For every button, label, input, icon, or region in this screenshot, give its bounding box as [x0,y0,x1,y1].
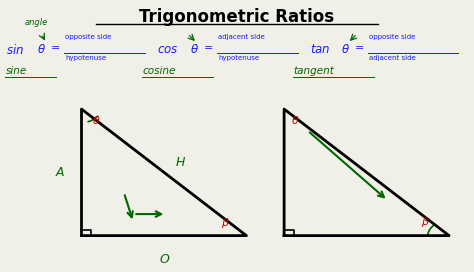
Text: $\theta$: $\theta$ [92,114,100,126]
Text: angle: angle [25,18,48,27]
Text: adjacent side: adjacent side [218,34,265,40]
Text: $\beta$: $\beta$ [421,215,429,229]
Text: hypotenuse: hypotenuse [218,55,259,61]
Text: $\beta$: $\beta$ [220,216,229,230]
Text: =: = [204,43,213,53]
Text: cosine: cosine [143,66,176,76]
Text: $\theta$: $\theta$ [341,43,350,56]
Text: $\mathit{sin}$: $\mathit{sin}$ [6,43,24,57]
Text: $\theta$: $\theta$ [36,43,46,56]
Text: $\theta$: $\theta$ [291,114,300,126]
Text: H: H [176,156,185,169]
Text: adjacent side: adjacent side [369,55,416,61]
Text: opposite side: opposite side [65,34,111,40]
Text: $\theta$: $\theta$ [190,43,199,56]
Text: $\mathit{tan}$: $\mathit{tan}$ [310,43,330,56]
Text: =: = [355,43,364,53]
Text: hypotenuse: hypotenuse [65,55,106,61]
Text: O: O [159,253,169,266]
Text: $\mathit{cos}$: $\mathit{cos}$ [157,43,178,56]
Text: sine: sine [6,66,27,76]
Text: Trigonometric Ratios: Trigonometric Ratios [139,8,335,26]
Text: =: = [51,43,60,53]
Text: A: A [56,166,64,179]
Text: opposite side: opposite side [369,34,415,40]
Text: tangent: tangent [293,66,335,76]
